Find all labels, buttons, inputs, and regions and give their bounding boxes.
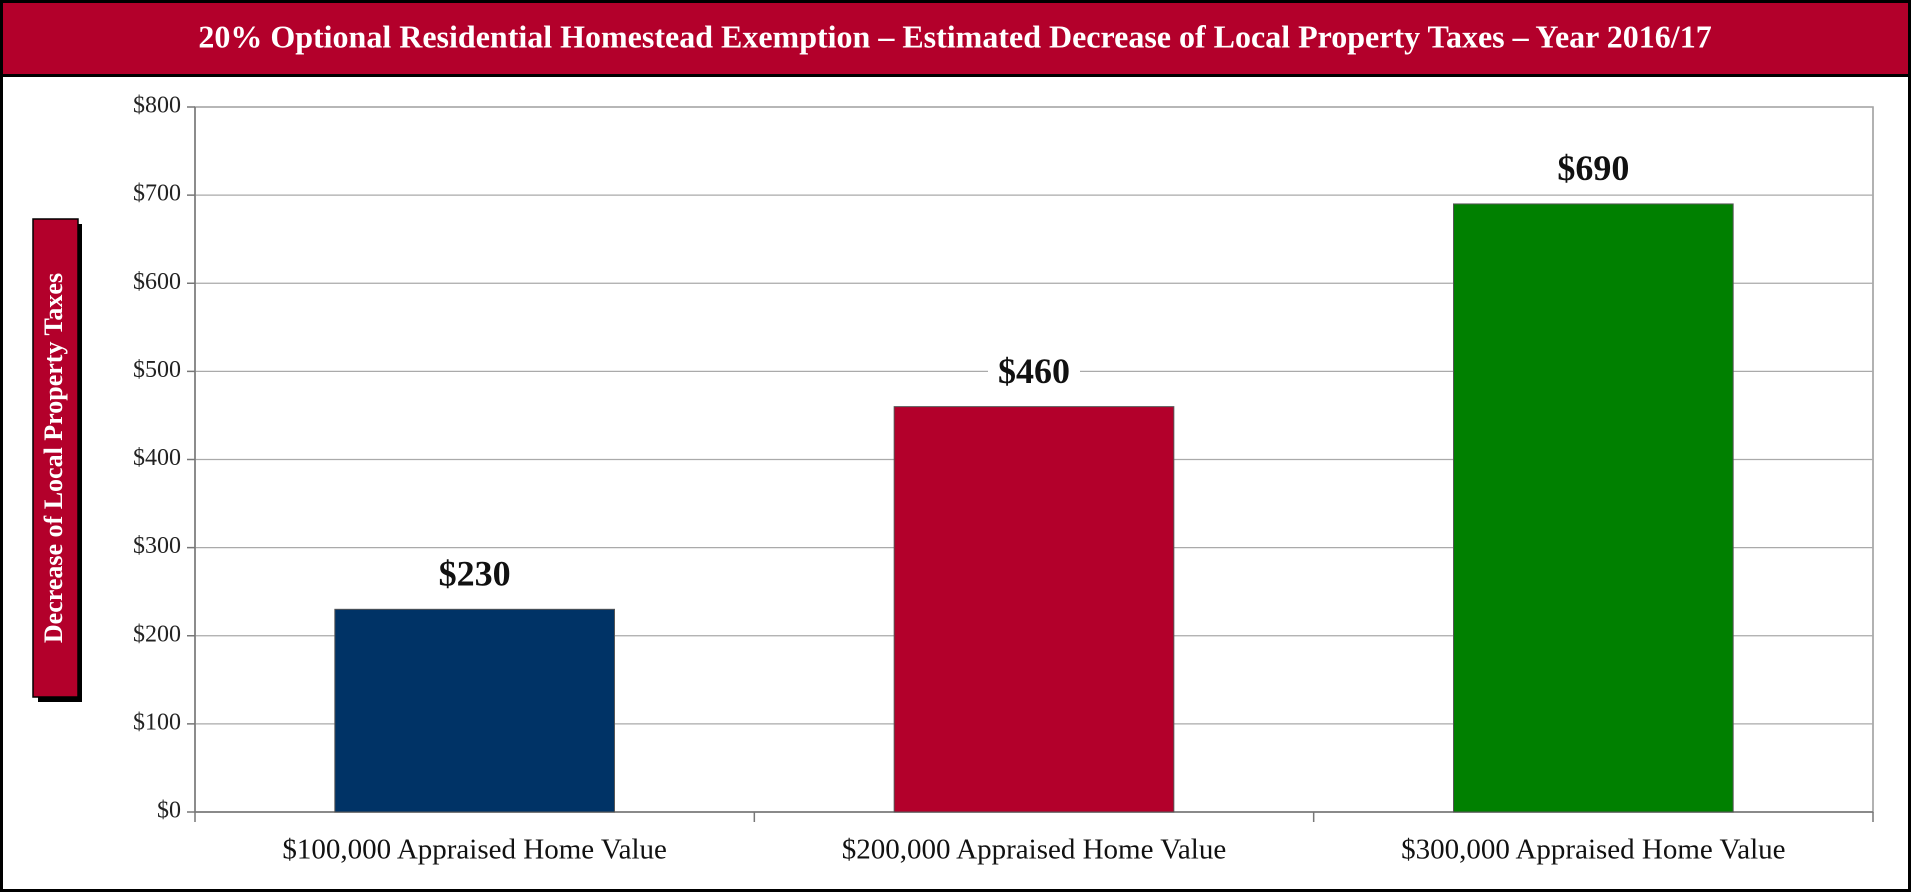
y-tick-label: $100 <box>133 709 181 735</box>
value-label: $230 <box>439 554 511 594</box>
y-tick-label: $800 <box>133 93 181 119</box>
value-label-bg <box>988 348 1080 393</box>
x-tick-label: $300,000 Appraised Home Value <box>1401 834 1785 866</box>
y-tick-label: $200 <box>133 621 181 647</box>
chart-title: 20% Optional Residential Homestead Exemp… <box>198 18 1711 54</box>
bar <box>334 608 615 813</box>
y-tick-label: $600 <box>133 269 181 295</box>
y-label-box <box>32 218 79 698</box>
y-tick-label: $500 <box>133 357 181 383</box>
bar <box>1453 203 1734 813</box>
bar <box>893 406 1175 813</box>
title-bar <box>0 0 1911 77</box>
value-label-bg <box>1547 146 1640 191</box>
y-axis-label: Decrease of Local Property Taxes <box>39 273 68 643</box>
value-label: $690 <box>1557 148 1629 188</box>
value-label-bg <box>428 551 521 596</box>
y-tick-label: $300 <box>133 533 181 559</box>
y-tick-label: $700 <box>133 181 181 207</box>
y-tick-label: $0 <box>157 798 181 824</box>
x-tick-label: $100,000 Appraised Home Value <box>282 834 666 866</box>
y-tick-label: $400 <box>133 445 181 471</box>
value-label: $460 <box>998 351 1070 391</box>
x-tick-label: $200,000 Appraised Home Value <box>842 834 1226 866</box>
